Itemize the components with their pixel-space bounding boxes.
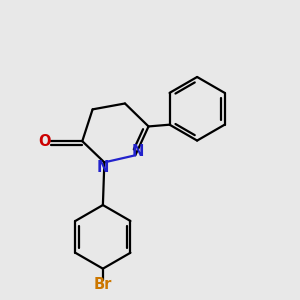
Text: N: N — [132, 144, 144, 159]
Text: O: O — [38, 134, 50, 149]
Text: N: N — [97, 160, 109, 175]
Text: Br: Br — [94, 278, 112, 292]
